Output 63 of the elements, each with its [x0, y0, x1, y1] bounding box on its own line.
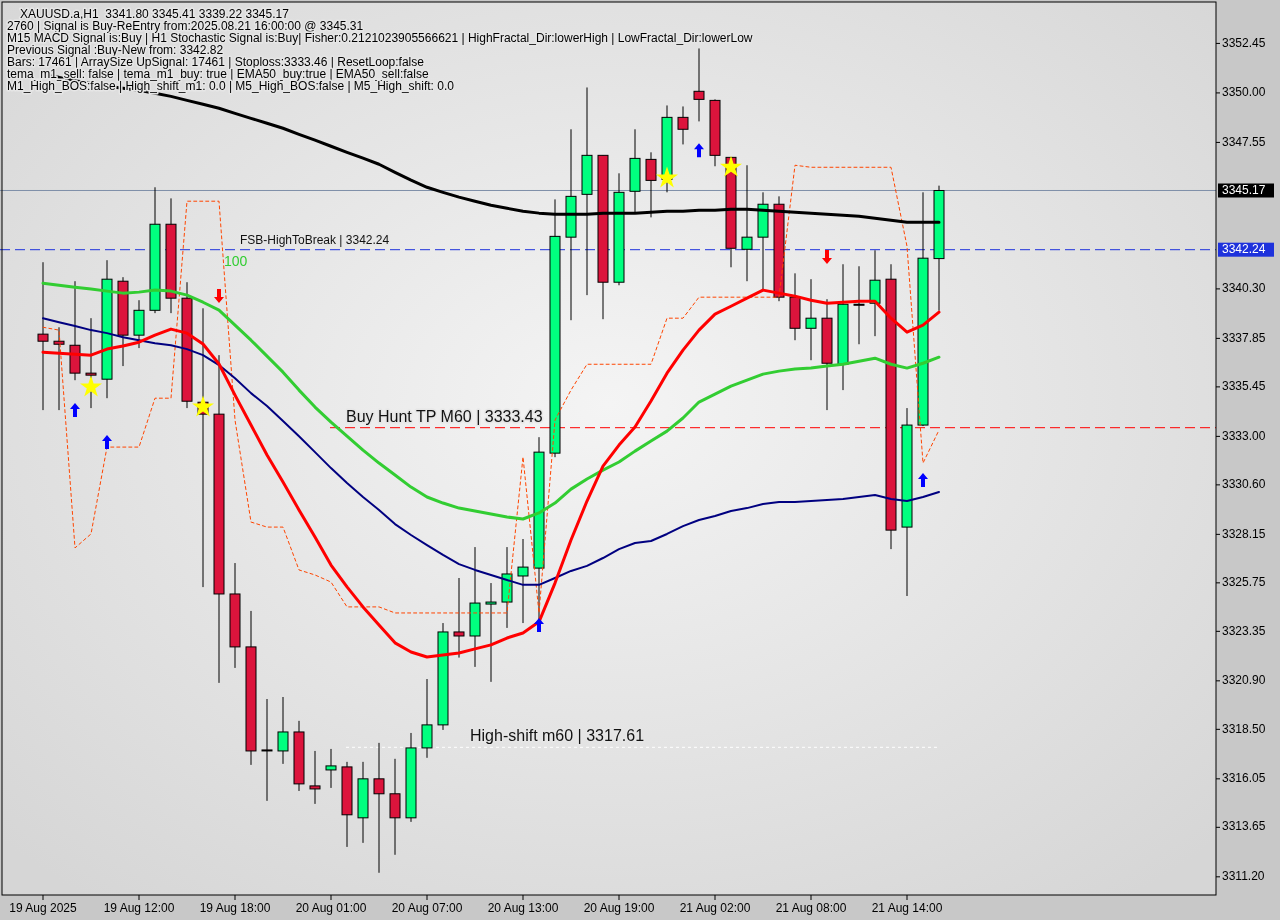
y-tick-label: 3320.90	[1222, 673, 1266, 688]
text: 3342.24	[1222, 241, 1266, 256]
point	[656, 166, 678, 188]
candlestick	[805, 278, 817, 361]
candlestick	[85, 317, 97, 409]
candlestick	[645, 151, 657, 218]
candlestick	[485, 582, 497, 683]
line-series	[42, 317, 940, 586]
y-tick-label: 3311.20	[1222, 868, 1265, 883]
ref-line-label: 3345.17	[1222, 182, 1266, 197]
annotation: tema_m1_sell: false | tema_m1_buy: true | EMA50_buy:true | EMA50_sell:false	[7, 67, 429, 81]
x-tick-label: 21 Aug 14:00	[871, 901, 943, 915]
x-tick-label: 19 Aug 12:00	[103, 901, 175, 915]
candlestick	[373, 742, 385, 874]
y-tick-label: 3313.65	[1222, 819, 1266, 834]
ref-line-label: Buy Hunt TP M60 | 3333.43	[346, 407, 543, 425]
y-tick-label: 3328.15	[1222, 526, 1266, 541]
candlestick	[517, 538, 529, 624]
x-tick-label: 20 Aug 13:00	[487, 901, 559, 915]
y-tick-label: 3347.55	[1222, 134, 1266, 149]
annotation: M1_High_BOS:false | High_shift_m1: 0.0 | M5_High_BOS:false | M5_High_shift: 0.0	[7, 79, 455, 93]
candlestick	[277, 696, 289, 765]
x-tick-label: 20 Aug 07:00	[391, 901, 463, 915]
ref-line-label: High-shift m60 | 3317.61	[470, 727, 645, 745]
line-series	[41, 281, 941, 521]
candlestick	[37, 261, 49, 411]
candlestick	[421, 678, 433, 759]
x-tick-label: 20 Aug 19:00	[583, 901, 655, 915]
candlestick	[677, 105, 689, 145]
x-tick-label: 21 Aug 02:00	[679, 901, 751, 915]
y-tick-label: 3325.75	[1222, 575, 1266, 590]
candlestick	[325, 748, 337, 789]
candlestick	[853, 265, 865, 345]
candlestick	[869, 249, 881, 337]
y-tick-label: 3340.30	[1222, 281, 1266, 296]
candlestick	[309, 750, 321, 805]
x-tick-label: 19 Aug 2025	[9, 901, 78, 915]
x-tick-label: 19 Aug 18:00	[199, 901, 271, 915]
candlestick	[261, 698, 273, 802]
candlestick	[453, 577, 465, 659]
y-tick-label: 3316.05	[1222, 771, 1266, 785]
y-tick-label: 3335.45	[1222, 379, 1266, 394]
annotation: Previous Signal :Buy-New from: 3342.82	[7, 43, 224, 57]
ref-line-label: FSB-HighToBreak | 3342.24	[240, 232, 390, 247]
y-tick-label: 3330.60	[1222, 477, 1266, 492]
y-tick-label: 3333.00	[1222, 428, 1266, 443]
x-tick-label: 20 Aug 01:00	[295, 901, 367, 915]
annotation: 2760 | Signal is Buy-ReEntry from:2025.08.21 16:00:00 @ 3345.31	[7, 19, 364, 33]
y-tick-label: 3337.85	[1222, 330, 1266, 345]
y-tick-label: 3352.45	[1222, 35, 1266, 50]
annotation: 100	[224, 252, 248, 269]
chart-title: XAUUSD.a,H1 3341.80 3345.41 3339.22 3345.17	[20, 7, 290, 21]
candlestick	[693, 47, 705, 122]
annotation: Bars: 17461 | ArraySize UpSignal: 17461 | Stoploss:3333.46 | ResetLoop:false	[7, 55, 425, 69]
point	[720, 155, 742, 177]
point	[192, 395, 214, 417]
y-tick-label: 3350.00	[1222, 85, 1266, 100]
y-tick-label: 3323.35	[1222, 623, 1266, 638]
point	[80, 375, 102, 397]
x-tick-label: 21 Aug 08:00	[775, 901, 847, 915]
candlestick	[53, 326, 65, 411]
y-tick-label: 3318.50	[1222, 721, 1266, 736]
line-series	[42, 164, 940, 614]
